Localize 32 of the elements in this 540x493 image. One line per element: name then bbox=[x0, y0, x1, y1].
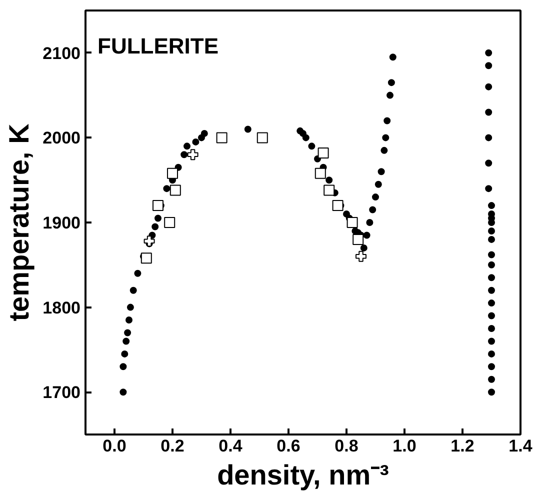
point bbox=[356, 250, 366, 262]
point bbox=[216, 132, 228, 144]
y-tick-label: 2100 bbox=[42, 44, 81, 63]
point bbox=[152, 200, 164, 212]
point bbox=[256, 132, 268, 144]
point bbox=[318, 147, 329, 158]
x-tick-label: 0.6 bbox=[276, 436, 300, 456]
y-tick-label: 1800 bbox=[42, 298, 81, 318]
x-tick-label: 1.0 bbox=[392, 436, 416, 456]
point bbox=[170, 184, 181, 196]
x-tick-label: 1.2 bbox=[450, 436, 474, 456]
point bbox=[167, 168, 178, 179]
y-tick-label: 1700 bbox=[42, 383, 81, 402]
x-tick-label: 0.0 bbox=[102, 436, 126, 456]
x-tick-label: 0.4 bbox=[218, 436, 243, 456]
point bbox=[352, 234, 364, 245]
point bbox=[187, 149, 198, 160]
point bbox=[346, 217, 358, 228]
point bbox=[324, 184, 335, 196]
x-tick-label: 0.8 bbox=[334, 436, 358, 456]
y-tick-label: 1900 bbox=[42, 214, 81, 232]
x-tick-label: 0.2 bbox=[160, 436, 184, 456]
point bbox=[164, 217, 176, 228]
y-axis-title: temperature, K bbox=[4, 124, 35, 322]
point bbox=[332, 200, 344, 212]
point bbox=[144, 236, 155, 247]
text: FULLERITE bbox=[98, 34, 218, 58]
y-tick-label: 2000 bbox=[42, 128, 81, 148]
x-tick-label: 1.4 bbox=[508, 436, 533, 456]
point bbox=[140, 252, 152, 264]
x-axis-title: density, nm⁻³ bbox=[217, 460, 389, 490]
point bbox=[314, 168, 326, 179]
